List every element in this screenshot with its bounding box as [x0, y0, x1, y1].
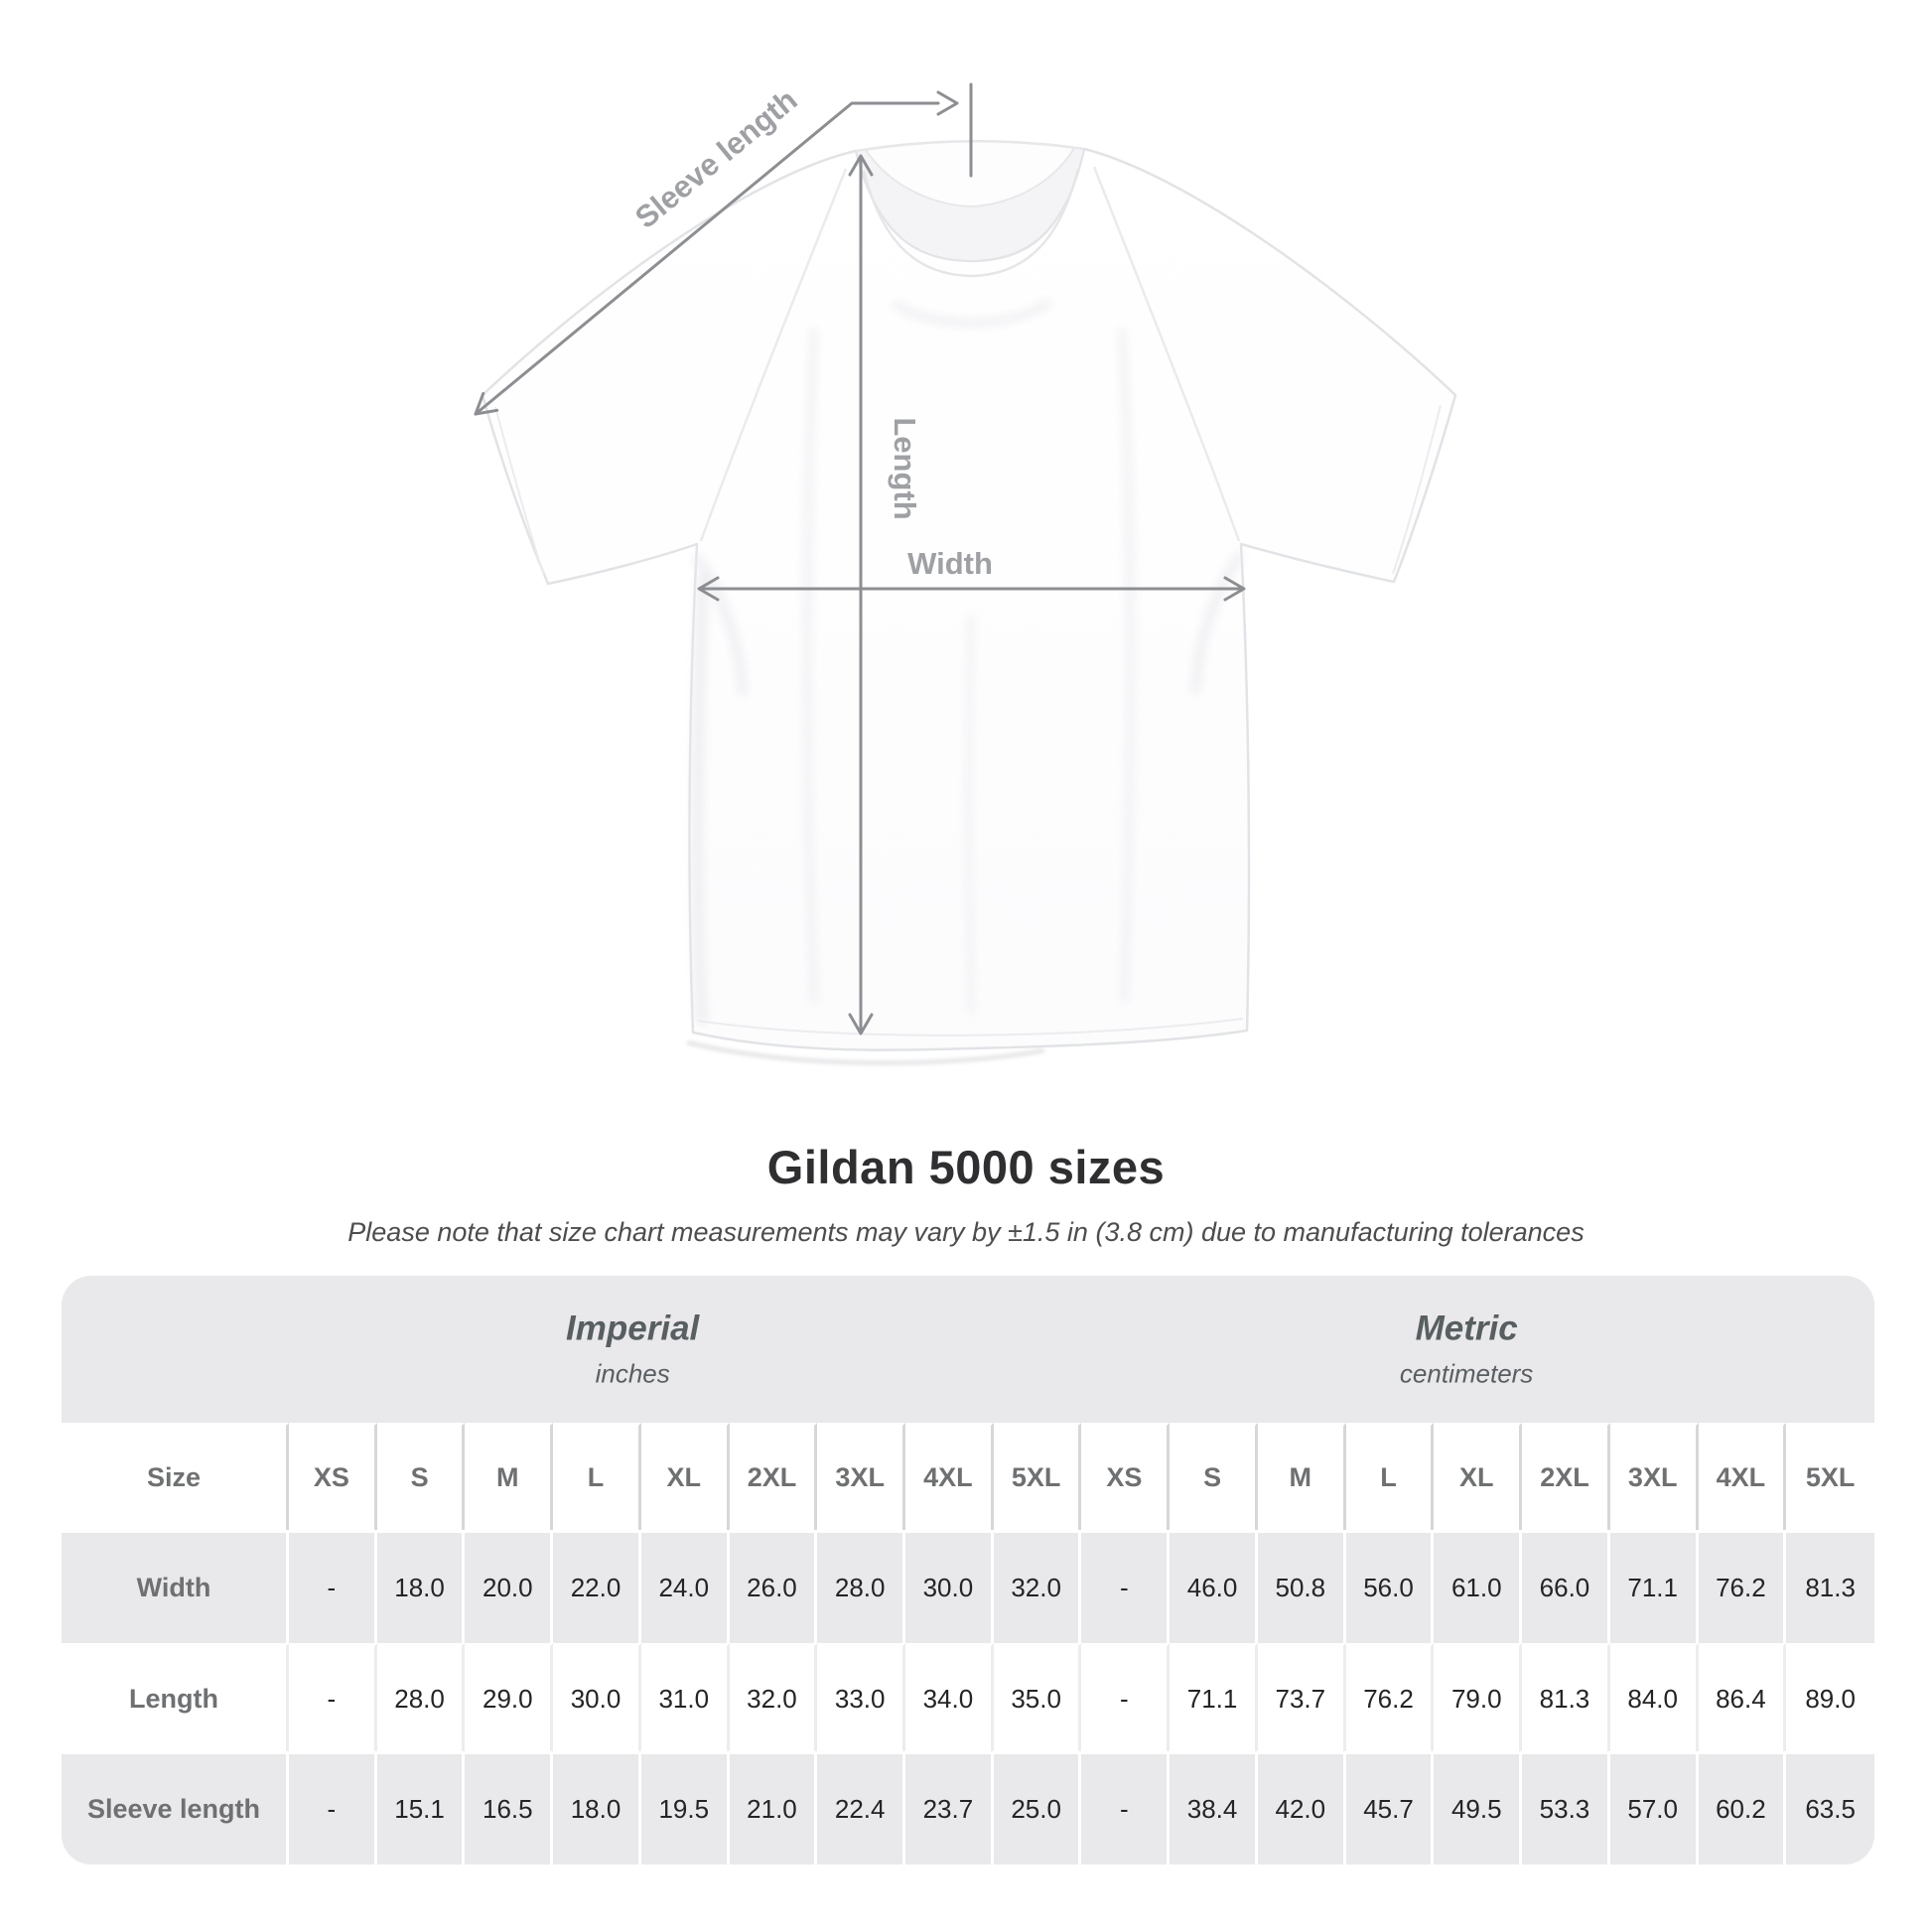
size-col: 4XL — [905, 1423, 994, 1530]
row-label-length: Length — [62, 1643, 289, 1751]
size-col: XL — [640, 1423, 730, 1530]
size-col: L — [1345, 1423, 1435, 1530]
value-cell: 18.0 — [376, 1530, 466, 1643]
value-cell: 63.5 — [1786, 1751, 1874, 1864]
value-cell: 45.7 — [1345, 1751, 1435, 1864]
value-cell: 30.0 — [905, 1530, 994, 1643]
value-cell: 86.4 — [1698, 1643, 1787, 1751]
imperial-group-header: Imperial inches — [566, 1310, 699, 1390]
value-cell: 73.7 — [1257, 1643, 1346, 1751]
value-cell: - — [289, 1751, 377, 1864]
size-col: XL — [1434, 1423, 1523, 1530]
value-cell: 15.1 — [376, 1751, 466, 1864]
imperial-group-name: Imperial — [566, 1309, 700, 1348]
value-cell: - — [289, 1643, 377, 1751]
value-cell: 66.0 — [1522, 1530, 1610, 1643]
value-cell: 81.3 — [1786, 1530, 1874, 1643]
value-cell: 16.5 — [465, 1751, 554, 1864]
value-cell: 42.0 — [1257, 1751, 1346, 1864]
length-label: Length — [888, 417, 922, 519]
size-col: 2XL — [1522, 1423, 1610, 1530]
value-cell: 18.0 — [553, 1751, 641, 1864]
value-cell: 76.2 — [1345, 1643, 1435, 1751]
tshirt-measurement-diagram: Sleeve length Length Width — [474, 82, 1457, 1065]
width-label: Width — [907, 546, 993, 581]
tshirt-graphic — [481, 140, 1457, 1065]
value-cell: 71.1 — [1170, 1643, 1258, 1751]
metric-group-unit: centimeters — [1399, 1358, 1534, 1389]
value-cell: 81.3 — [1522, 1643, 1610, 1751]
row-label-sleeve-length: Sleeve length — [62, 1751, 289, 1864]
size-col: 2XL — [729, 1423, 818, 1530]
value-cell: 29.0 — [465, 1643, 554, 1751]
size-column-header: Size — [62, 1423, 289, 1530]
value-cell: 57.0 — [1609, 1751, 1699, 1864]
value-cell: 20.0 — [465, 1530, 554, 1643]
value-cell: 79.0 — [1434, 1643, 1523, 1751]
metric-group-header: Metric centimeters — [1400, 1310, 1533, 1390]
imperial-group-unit: inches — [595, 1358, 670, 1389]
size-col: 3XL — [817, 1423, 906, 1530]
value-cell: 33.0 — [817, 1643, 906, 1751]
value-cell: 32.0 — [729, 1643, 818, 1751]
size-col: 3XL — [1609, 1423, 1699, 1530]
value-cell: 76.2 — [1698, 1530, 1787, 1643]
value-cell: - — [1081, 1643, 1171, 1751]
sleeve-length-arrow — [474, 82, 973, 416]
value-cell: 25.0 — [993, 1751, 1082, 1864]
value-cell: 35.0 — [993, 1643, 1082, 1751]
value-cell: 21.0 — [729, 1751, 818, 1864]
value-cell: 24.0 — [640, 1530, 730, 1643]
value-cell: 19.5 — [640, 1751, 730, 1864]
value-cell: 32.0 — [993, 1530, 1082, 1643]
value-cell: 71.1 — [1609, 1530, 1699, 1643]
value-cell: 38.4 — [1170, 1751, 1258, 1864]
value-cell: - — [1081, 1751, 1171, 1864]
value-cell: 26.0 — [729, 1530, 818, 1643]
size-col: L — [553, 1423, 641, 1530]
size-table: Imperial inches Metric centimeters Size … — [62, 1276, 1874, 1864]
value-cell: 31.0 — [640, 1643, 730, 1751]
row-label-width: Width — [62, 1530, 289, 1643]
value-cell: 22.4 — [817, 1751, 906, 1864]
size-col: S — [1170, 1423, 1258, 1530]
width-arrow — [697, 576, 1246, 602]
length-arrow — [848, 154, 874, 1035]
value-cell: - — [289, 1530, 377, 1643]
value-cell: 28.0 — [817, 1530, 906, 1643]
size-col: 5XL — [993, 1423, 1082, 1530]
value-cell: 22.0 — [553, 1530, 641, 1643]
metric-group-name: Metric — [1415, 1309, 1518, 1348]
size-col: 4XL — [1698, 1423, 1787, 1530]
unit-group-band: Imperial inches Metric centimeters — [62, 1276, 1874, 1423]
value-cell: 56.0 — [1345, 1530, 1435, 1643]
value-cell: 84.0 — [1609, 1643, 1699, 1751]
size-col: M — [1257, 1423, 1346, 1530]
value-cell: 53.3 — [1522, 1751, 1610, 1864]
size-col: XS — [289, 1423, 377, 1530]
size-col: M — [465, 1423, 554, 1530]
value-cell: 23.7 — [905, 1751, 994, 1864]
size-col: XS — [1081, 1423, 1171, 1530]
value-cell: 50.8 — [1257, 1530, 1346, 1643]
value-cell: 34.0 — [905, 1643, 994, 1751]
value-cell: 46.0 — [1170, 1530, 1258, 1643]
value-cell: 28.0 — [376, 1643, 466, 1751]
size-col: S — [376, 1423, 466, 1530]
value-cell: 60.2 — [1698, 1751, 1787, 1864]
tolerance-note: Please note that size chart measurements… — [347, 1217, 1585, 1247]
page-title: Gildan 5000 sizes — [766, 1141, 1166, 1193]
value-cell: 30.0 — [553, 1643, 641, 1751]
value-cell: 49.5 — [1434, 1751, 1523, 1864]
value-cell: 61.0 — [1434, 1530, 1523, 1643]
value-cell: - — [1081, 1530, 1171, 1643]
value-cell: 89.0 — [1786, 1643, 1874, 1751]
size-col: 5XL — [1786, 1423, 1874, 1530]
